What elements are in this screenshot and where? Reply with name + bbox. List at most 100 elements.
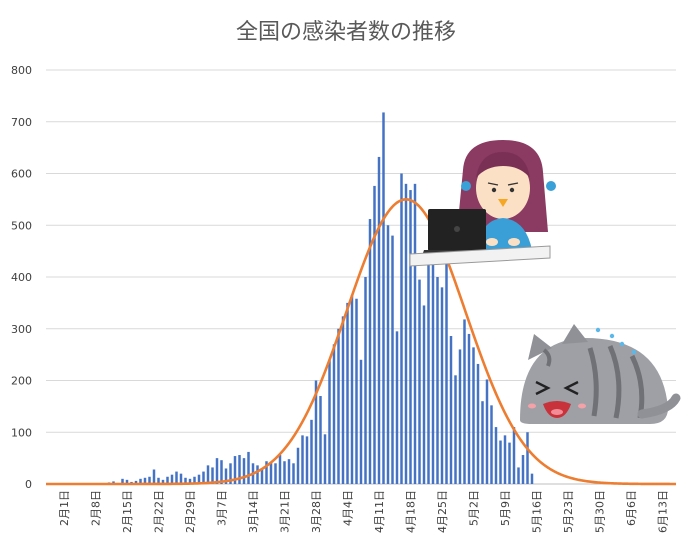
y-tick-label: 0 <box>25 478 32 491</box>
case-bar <box>377 156 381 484</box>
x-tick-label: 2月1日 <box>58 490 71 526</box>
case-bar <box>449 336 453 484</box>
x-tick-label: 2月29日 <box>184 490 197 533</box>
case-bar <box>391 235 394 484</box>
y-tick-label: 300 <box>11 323 32 336</box>
case-bar <box>260 468 264 484</box>
case-bar <box>418 279 421 484</box>
x-tick-label: 6月6日 <box>625 490 638 526</box>
case-bar <box>440 287 444 484</box>
case-bar <box>413 183 417 484</box>
case-bar <box>431 242 435 484</box>
case-bar <box>364 277 367 484</box>
case-bar <box>328 359 331 484</box>
case-bar <box>247 451 250 484</box>
case-bar <box>179 473 183 484</box>
case-bar <box>157 477 160 484</box>
case-bar <box>269 462 273 484</box>
case-bar <box>197 474 201 484</box>
daily-cases-bars <box>107 112 534 485</box>
chart-title: 全国の感染者数の推移 <box>236 20 456 45</box>
case-bar <box>346 302 349 485</box>
case-bar <box>125 479 129 484</box>
y-tick-label: 500 <box>11 219 32 232</box>
case-bar <box>323 434 327 484</box>
case-bar <box>368 219 372 485</box>
x-tick-label: 3月21日 <box>279 490 292 533</box>
case-bar <box>485 379 489 484</box>
case-bar <box>458 349 462 484</box>
x-tick-label: 5月23日 <box>562 490 575 533</box>
case-bar <box>530 473 534 484</box>
case-bar <box>517 467 520 484</box>
case-bar <box>463 319 466 484</box>
case-bar <box>220 460 223 484</box>
case-bar <box>382 112 385 484</box>
case-bar <box>278 455 282 484</box>
case-bar <box>350 295 354 484</box>
y-tick-label: 200 <box>11 375 32 388</box>
case-bar <box>175 471 178 484</box>
x-tick-label: 4月4日 <box>342 490 355 526</box>
case-bar <box>526 432 529 484</box>
x-tick-label: 5月9日 <box>499 490 512 526</box>
case-bar <box>341 316 345 484</box>
case-bar <box>499 440 502 484</box>
case-bar <box>521 455 525 484</box>
case-bar <box>476 363 480 484</box>
case-bar <box>409 190 412 484</box>
case-bar <box>134 480 138 484</box>
case-bar <box>161 479 165 484</box>
case-bar <box>152 469 156 484</box>
case-bar <box>422 305 426 484</box>
case-bar <box>202 471 205 484</box>
case-bar <box>283 461 286 484</box>
x-tick-label: 2月15日 <box>121 490 134 533</box>
x-tick-label: 5月2日 <box>468 490 481 526</box>
x-tick-label: 5月16日 <box>531 490 544 533</box>
case-bar <box>400 173 403 484</box>
x-tick-label: 3月7日 <box>216 490 229 526</box>
x-tick-label: 6月13日 <box>657 490 670 533</box>
case-bar <box>139 478 142 484</box>
case-bar <box>332 344 336 484</box>
case-bar <box>436 277 439 484</box>
case-bar <box>395 331 399 484</box>
case-bar <box>143 477 147 484</box>
case-bar <box>337 328 340 484</box>
case-bar <box>292 463 295 484</box>
case-bar <box>359 359 363 484</box>
x-tick-label: 5月30日 <box>594 490 607 533</box>
case-bar <box>454 375 457 484</box>
case-bar <box>472 347 475 484</box>
case-bar <box>404 183 408 484</box>
case-bar <box>373 185 376 485</box>
case-bar <box>481 401 484 484</box>
case-bar <box>121 478 124 484</box>
x-tick-label: 3月28日 <box>310 490 323 533</box>
case-bar <box>427 261 430 484</box>
x-tick-label: 3月14日 <box>247 490 260 533</box>
case-bar <box>238 455 241 484</box>
case-bar <box>211 467 214 484</box>
case-bar <box>184 477 187 484</box>
trend-curve <box>46 198 676 486</box>
case-bar <box>287 459 291 484</box>
case-bar <box>494 427 498 484</box>
x-tick-label: 4月11日 <box>373 490 386 533</box>
tired-cat-illustration <box>520 324 681 424</box>
y-tick-label: 100 <box>11 426 32 439</box>
case-bar <box>274 463 277 484</box>
x-tick-label: 2月22日 <box>153 490 166 533</box>
case-bar <box>170 474 174 484</box>
y-tick-label: 700 <box>11 116 32 129</box>
x-tick-label: 4月18日 <box>405 490 418 533</box>
y-tick-label: 800 <box>11 64 32 77</box>
case-bar <box>242 458 246 485</box>
case-bar <box>467 333 471 484</box>
case-bar <box>166 476 169 484</box>
case-bar <box>445 252 448 484</box>
case-bar <box>386 225 390 484</box>
case-bar <box>188 478 192 484</box>
